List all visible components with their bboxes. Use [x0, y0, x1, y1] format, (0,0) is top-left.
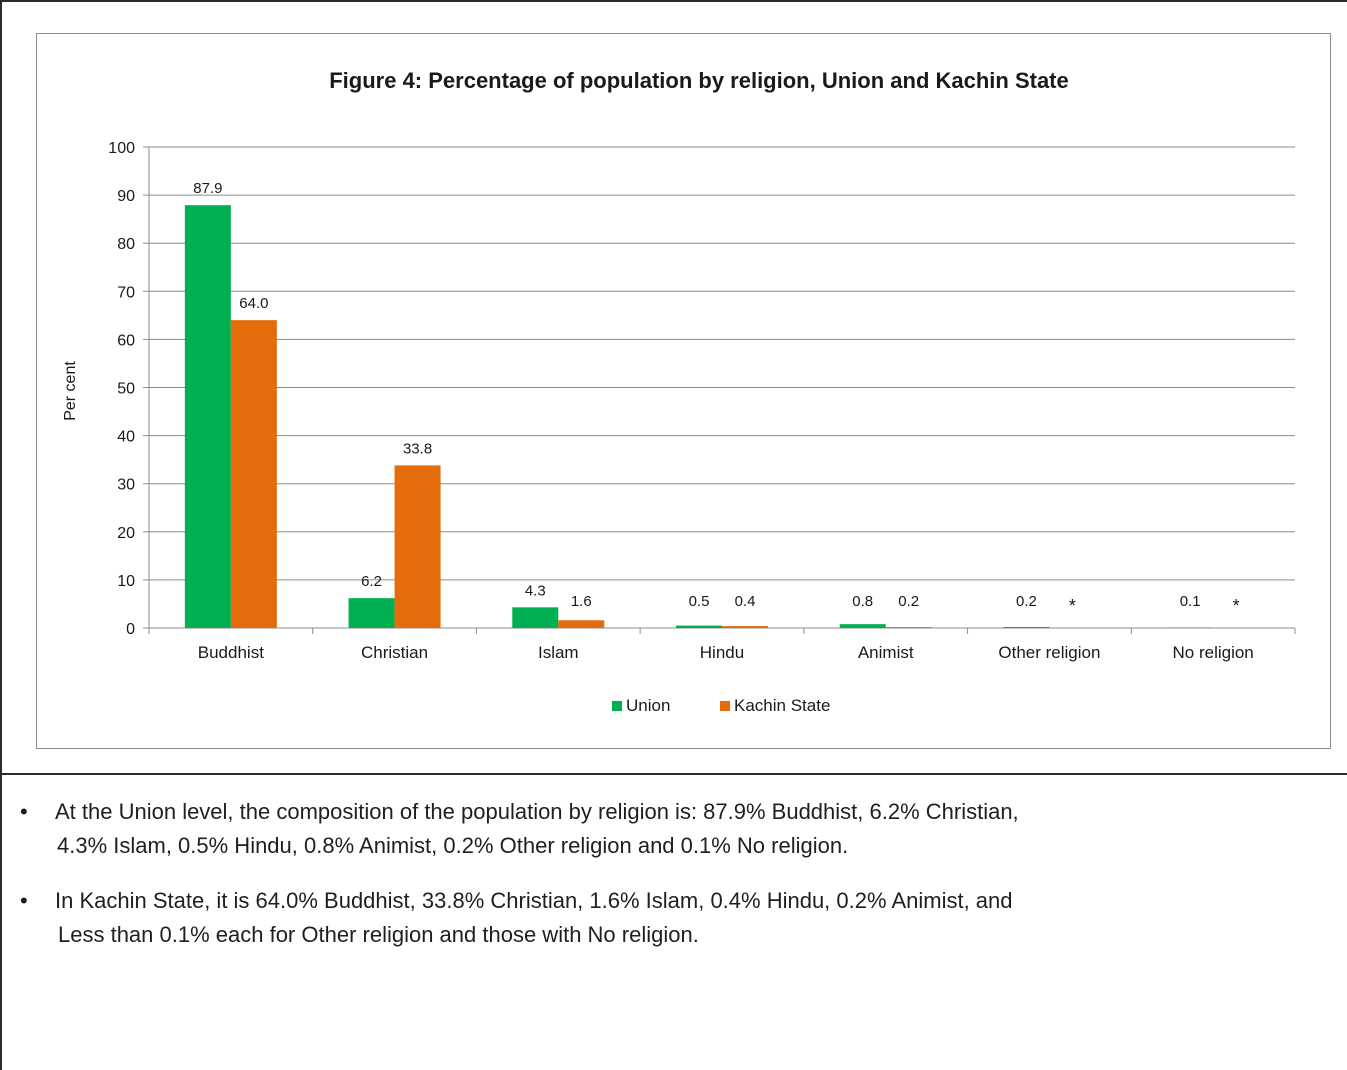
data-label: 0.1: [1180, 593, 1201, 610]
legend-swatch: [612, 701, 622, 711]
bullet-text-line: Less than 0.1% each for Other religion a…: [58, 922, 699, 947]
figure-frame: [0, 0, 1347, 775]
y-tick-label: 90: [117, 188, 135, 205]
bullet-item: • At the Union level, the composition of…: [20, 795, 1340, 863]
y-tick-label: 0: [126, 621, 135, 638]
data-label: *: [1233, 596, 1240, 616]
bullet-text-line: In Kachin State, it is 64.0% Buddhist, 3…: [55, 888, 1013, 913]
data-label: 0.8: [852, 593, 873, 610]
data-label: 4.3: [525, 582, 546, 599]
y-tick-label: 80: [117, 236, 135, 253]
x-tick-label: Other religion: [998, 643, 1100, 662]
bullet-list: • At the Union level, the composition of…: [20, 795, 1340, 952]
x-tick-label: Hindu: [700, 643, 744, 662]
bar-kachin-state: [885, 627, 932, 628]
data-label: *: [1069, 596, 1076, 616]
gridlines: [149, 146, 1295, 581]
data-label: 1.6: [571, 593, 592, 610]
data-label: 33.8: [403, 440, 432, 457]
x-tick-label: Christian: [361, 643, 428, 662]
y-tick-label: 20: [117, 525, 135, 542]
data-label: 64.0: [239, 295, 268, 312]
legend: Union Kachin State: [612, 696, 830, 715]
bar-union: [839, 624, 886, 628]
bar-union: [512, 607, 559, 628]
y-tick-label: 30: [117, 477, 135, 494]
bar-union: [348, 598, 395, 628]
legend-swatch: [720, 701, 730, 711]
x-tick-label: Buddhist: [198, 643, 264, 662]
chart-container: Figure 4: Percentage of population by re…: [36, 33, 1331, 749]
axes: 0 10 20 30 40 50 60 70 80 90 100 Buddhist Christian I…: [108, 140, 1296, 662]
legend-label: Kachin State: [734, 696, 830, 715]
y-axis-label: Per cent: [62, 361, 79, 421]
x-tick-label: Islam: [538, 643, 579, 662]
bullet-symbol: •: [20, 888, 28, 913]
y-tick-label: 100: [108, 140, 135, 157]
bar-union: [1003, 627, 1050, 628]
bullet-text-line: 4.3% Islam, 0.5% Hindu, 0.8% Animist, 0.…: [57, 833, 849, 858]
bars: [184, 205, 1214, 629]
bullet-symbol: •: [20, 799, 28, 824]
frame-left-border: [0, 775, 2, 1070]
legend-label: Union: [626, 696, 670, 715]
y-tick-label: 50: [117, 381, 135, 398]
data-label: 0.2: [898, 593, 919, 610]
bar-kachin-state: [558, 620, 605, 628]
bar-union: [184, 205, 231, 629]
data-label: 0.5: [689, 593, 710, 610]
y-tick-label: 60: [117, 332, 135, 349]
bar-kachin-state: [394, 465, 441, 628]
x-tick-label: No religion: [1173, 643, 1254, 662]
bar-kachin-state: [722, 626, 768, 628]
data-label: 0.4: [735, 593, 756, 610]
data-labels: 87.9 6.2 4.3 0.5 0.8 0.2 0.1 64.0 33.8 1.6 0.4 0.2 *…: [193, 180, 1239, 616]
x-tick-label: Animist: [858, 643, 914, 662]
bullet-text-line: At the Union level, the composition of t…: [55, 799, 1019, 824]
bar-chart: Figure 4: Percentage of population by re…: [62, 68, 1296, 715]
y-tick-label: 70: [117, 284, 135, 301]
bullet-item: • In Kachin State, it is 64.0% Buddhist,…: [20, 884, 1340, 952]
chart-title: Figure 4: Percentage of population by re…: [329, 68, 1069, 93]
data-label: 0.2: [1016, 593, 1037, 610]
data-label: 87.9: [193, 180, 222, 197]
bar-kachin-state: [230, 320, 277, 628]
bar-union: [676, 625, 722, 628]
y-tick-label: 10: [117, 573, 135, 590]
y-tick-label: 40: [117, 429, 135, 446]
data-label: 6.2: [361, 573, 382, 590]
